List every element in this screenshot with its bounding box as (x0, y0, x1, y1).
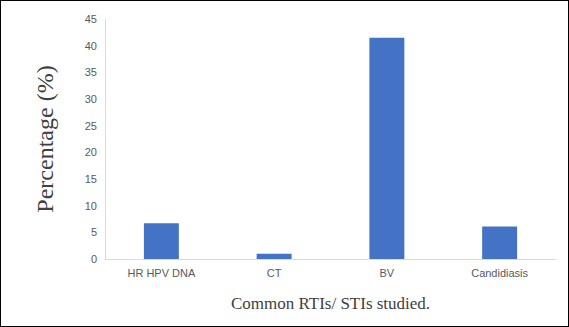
svg-text:20: 20 (85, 146, 97, 158)
svg-text:35: 35 (85, 66, 97, 78)
svg-text:30: 30 (85, 93, 97, 105)
svg-text:CT: CT (267, 267, 282, 279)
svg-text:Percentage (%): Percentage (%) (32, 65, 58, 212)
svg-text:40: 40 (85, 40, 97, 52)
svg-text:Candidiasis: Candidiasis (471, 267, 528, 279)
svg-text:Common RTIs/ STIs studied.: Common RTIs/ STIs studied. (231, 294, 430, 313)
svg-text:HR HPV DNA: HR HPV DNA (127, 267, 196, 279)
svg-text:25: 25 (85, 120, 97, 132)
svg-text:5: 5 (91, 226, 97, 238)
svg-text:0: 0 (91, 253, 97, 265)
svg-text:45: 45 (85, 13, 97, 25)
svg-text:15: 15 (85, 173, 97, 185)
svg-text:10: 10 (85, 200, 97, 212)
svg-text:BV: BV (380, 267, 395, 279)
